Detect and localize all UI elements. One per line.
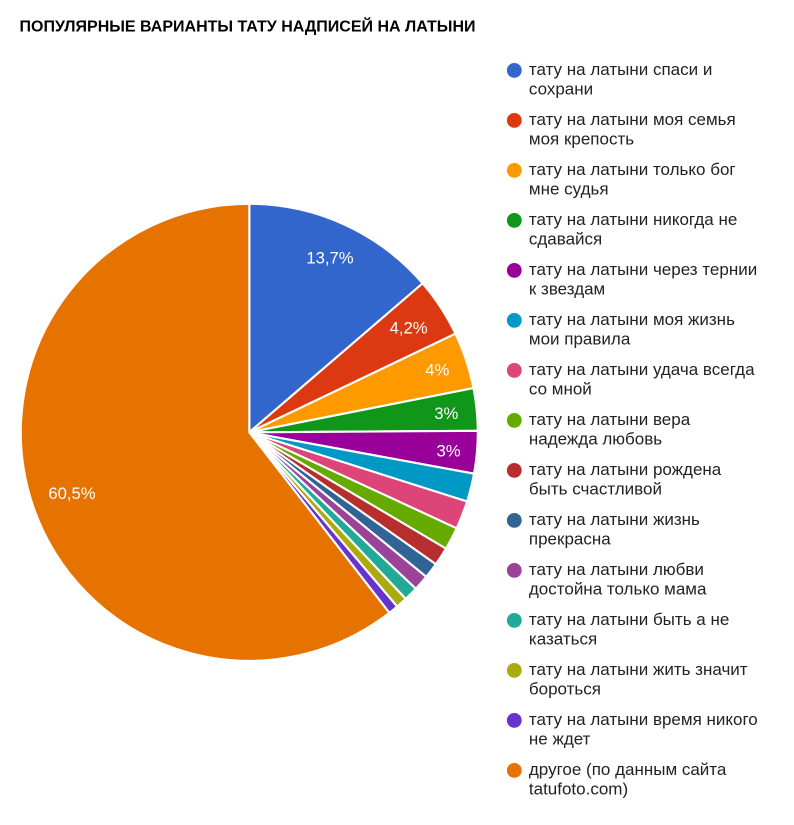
svg-text:tatufoto.com): tatufoto.com) bbox=[529, 780, 628, 799]
svg-text:4%: 4% bbox=[425, 361, 449, 380]
svg-text:13,7%: 13,7% bbox=[306, 248, 353, 267]
svg-text:тату на латыни никогда не: тату на латыни никогда не bbox=[529, 210, 737, 229]
svg-text:тату на латыни вера: тату на латыни вера bbox=[529, 410, 691, 429]
svg-text:тату на латыни быть а не: тату на латыни быть а не bbox=[529, 610, 729, 629]
svg-text:тату на латыни жизнь: тату на латыни жизнь bbox=[529, 510, 700, 529]
svg-text:не ждет: не ждет bbox=[529, 730, 591, 749]
svg-text:со мной: со мной bbox=[529, 380, 592, 399]
svg-text:тату на латыни только бог: тату на латыни только бог bbox=[529, 160, 736, 179]
svg-text:к звездам: к звездам bbox=[529, 280, 605, 299]
svg-text:сохрани: сохрани bbox=[529, 80, 593, 99]
svg-text:тату на латыни рождена: тату на латыни рождена bbox=[529, 460, 722, 479]
svg-text:тату на латыни спаси и: тату на латыни спаси и bbox=[529, 60, 712, 79]
svg-text:другое (по данным сайта: другое (по данным сайта bbox=[529, 760, 727, 779]
svg-text:надежда любовь: надежда любовь bbox=[529, 430, 662, 449]
svg-text:3%: 3% bbox=[436, 441, 460, 460]
svg-text:тату на латыни любви: тату на латыни любви bbox=[529, 560, 704, 579]
svg-text:тату на латыни через тернии: тату на латыни через тернии bbox=[529, 260, 757, 279]
svg-text:тату на латыни удача всегда: тату на латыни удача всегда bbox=[529, 360, 755, 379]
svg-text:тату на латыни моя жизнь: тату на латыни моя жизнь bbox=[529, 310, 735, 329]
svg-text:бороться: бороться bbox=[529, 680, 601, 699]
svg-text:ПОПУЛЯРНЫЕ ВАРИАНТЫ ТАТУ НАДПИ: ПОПУЛЯРНЫЕ ВАРИАНТЫ ТАТУ НАДПИСЕЙ НА ЛАТ… bbox=[20, 17, 476, 36]
svg-text:тату на латыни моя семья: тату на латыни моя семья bbox=[529, 110, 736, 129]
svg-text:достойна только мама: достойна только мама bbox=[529, 580, 707, 599]
svg-text:60,5%: 60,5% bbox=[48, 484, 95, 503]
svg-text:быть счастливой: быть счастливой bbox=[529, 480, 662, 499]
svg-text:мои правила: мои правила bbox=[529, 330, 631, 349]
svg-text:моя крепость: моя крепость bbox=[529, 130, 634, 149]
svg-text:тату на латыни время никого: тату на латыни время никого bbox=[529, 710, 758, 729]
svg-text:4,2%: 4,2% bbox=[390, 319, 428, 338]
svg-text:сдавайся: сдавайся bbox=[529, 230, 602, 249]
svg-text:тату на латыни жить значит: тату на латыни жить значит bbox=[529, 660, 748, 679]
svg-text:3%: 3% bbox=[434, 404, 458, 423]
svg-text:прекрасна: прекрасна bbox=[529, 530, 611, 549]
svg-text:мне судья: мне судья bbox=[529, 180, 609, 199]
svg-text:казаться: казаться bbox=[529, 630, 597, 649]
